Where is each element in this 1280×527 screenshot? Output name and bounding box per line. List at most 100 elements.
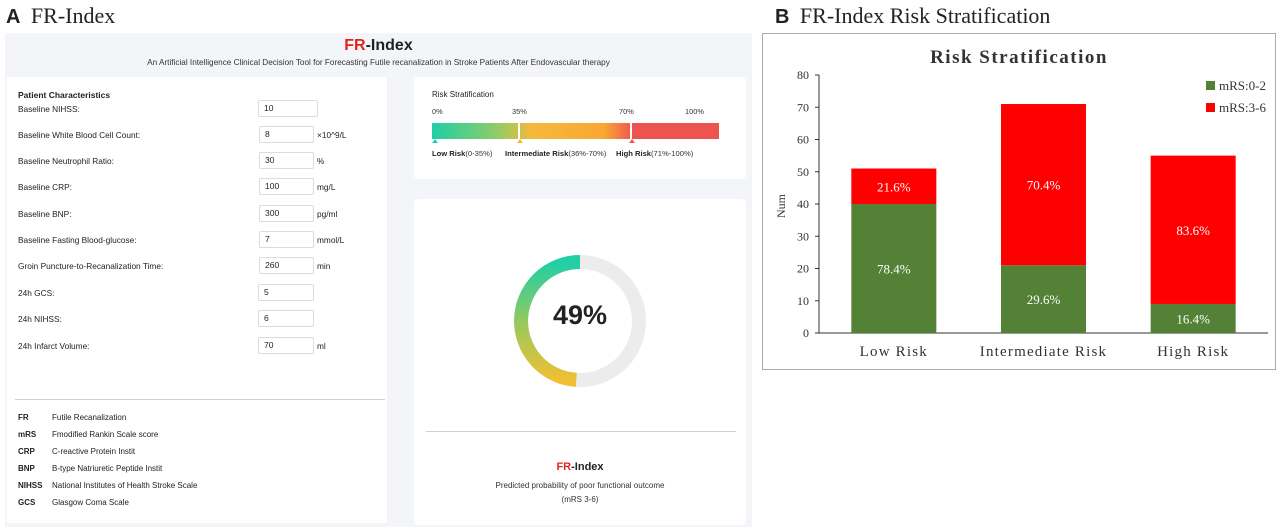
bar-data-label: 16.4% <box>1176 311 1210 326</box>
field-input[interactable]: 7 <box>259 231 314 248</box>
risk-gradient-bar <box>432 123 719 139</box>
chart-marks: 0 10 20 30 40 50 60 70 80 78.4% 21.6% Low Risk 29.6%… <box>797 68 1268 360</box>
abbreviation: FR <box>18 413 29 422</box>
field-input[interactable]: 6 <box>258 310 314 327</box>
app-logo-prefix: FR <box>344 37 366 54</box>
legend-entry: mRS:0-2 <box>1219 78 1266 93</box>
risk-divider-35 <box>518 123 520 139</box>
x-tick-label: Intermediate Risk <box>980 344 1107 360</box>
bar-data-label: 70.4% <box>1027 178 1061 193</box>
bar-segment <box>1001 104 1086 266</box>
field-label: Baseline White Blood Cell Count: <box>18 130 141 140</box>
legend-entry: mRS:3-6 <box>1219 100 1266 115</box>
risk-tick-70: 70% <box>619 107 634 116</box>
field-input[interactable]: 5 <box>258 284 314 301</box>
field-input[interactable]: 300 <box>259 205 314 222</box>
panel-a-header: A FR-Index <box>6 3 115 29</box>
app-subtitle: An Artificial Intelligence Clinical Deci… <box>147 58 610 67</box>
prediction-caption-mrs: (mRS 3-6) <box>561 495 599 504</box>
abbreviation-definition: B-type Natriuretic Peptide Instit <box>52 464 163 473</box>
low-risk-marker-icon <box>432 139 438 143</box>
field-input[interactable]: 30 <box>259 152 314 169</box>
section-divider <box>15 399 385 400</box>
field-label: Baseline Neutrophil Ratio: <box>18 156 114 166</box>
footer-logo: FR-Index <box>414 461 746 473</box>
footer-logo-suffix: -Index <box>571 461 604 473</box>
field-label: Baseline CRP: <box>18 182 72 192</box>
risk-stratification-card: Risk Stratification 0% 35% 70% 100% Low … <box>414 77 746 179</box>
y-tick-label: 0 <box>803 326 809 340</box>
bar-segment <box>1150 155 1236 304</box>
abbreviation: mRS <box>18 430 37 439</box>
app-logo-suffix: -Index <box>365 37 413 54</box>
risk-tick-100: 100% <box>685 107 704 116</box>
mid-risk-range: (36%-70%) <box>568 149 607 158</box>
abbreviation: CRP <box>18 447 35 456</box>
footer-logo-prefix: FR <box>556 461 572 473</box>
field-unit: mmol/L <box>317 235 345 245</box>
bar-segment <box>1001 265 1086 333</box>
mid-risk-marker-icon <box>517 139 523 143</box>
prediction-caption: Predicted probability of poor functional… <box>495 481 665 490</box>
patient-characteristics-card: Patient Characteristics Baseline NIHSS: 1… <box>7 77 387 523</box>
abbreviation-definition: C-reactive Protein Instit <box>52 447 136 456</box>
risk-stratification-chart: Risk Stratification Num 0 10 20 30 40 50 60 70 8… <box>774 47 1268 360</box>
field-input[interactable]: 70 <box>258 337 314 354</box>
low-risk-range: (0-35%) <box>465 149 493 158</box>
y-tick-label: 80 <box>797 68 809 82</box>
abbreviation-definition: National Institutes of Health Stroke Sca… <box>52 481 198 490</box>
mid-risk-legend: Intermediate Risk(36%-70%) <box>505 149 606 158</box>
prediction-card: 49% FR-Index Predicted probability of po… <box>414 199 746 525</box>
field-label: Baseline BNP: <box>18 209 72 219</box>
abbreviation: GCS <box>18 498 36 507</box>
field-unit: ×10^9/L <box>317 130 347 140</box>
field-input[interactable]: 10 <box>258 100 318 117</box>
y-tick-label: 60 <box>797 133 809 147</box>
panel-b-header: B FR-Index Risk Stratification <box>775 3 1050 29</box>
bar-data-label: 78.4% <box>877 262 911 277</box>
fr-index-app: FR-Index An Artificial Intelligence Clin… <box>5 33 752 527</box>
risk-divider-70 <box>630 123 632 139</box>
y-axis-label: Num <box>774 193 788 218</box>
gauge-divider <box>426 431 736 432</box>
bar-segment <box>1150 303 1236 333</box>
y-tick-label: 50 <box>797 165 809 179</box>
panel-b-letter: B <box>775 6 790 28</box>
app-logo: FR-Index <box>5 37 752 55</box>
risk-tick-0: 0% <box>432 107 443 116</box>
field-unit: mg/L <box>317 182 336 192</box>
high-risk-marker-icon <box>629 139 635 143</box>
patient-section-title: Patient Characteristics <box>18 90 111 100</box>
field-label: 24h GCS: <box>18 288 55 298</box>
risk-chart-frame: Risk Stratification Num 0 10 20 30 40 50 60 70 8… <box>762 33 1276 370</box>
field-unit: % <box>317 156 325 166</box>
y-tick-label: 10 <box>797 294 809 308</box>
field-input[interactable]: 260 <box>259 257 314 274</box>
probability-donut <box>514 255 646 387</box>
abbreviation: BNP <box>18 464 35 473</box>
field-label: 24h NIHSS: <box>18 314 62 324</box>
panel-a-letter: A <box>6 6 21 28</box>
high-risk-range: (71%-100%) <box>651 149 694 158</box>
bar-segment <box>851 168 937 204</box>
y-tick-label: 70 <box>797 100 809 114</box>
abbreviation-definition: Futile Recanalization <box>52 413 127 422</box>
abbreviation: NIHSS <box>18 481 43 490</box>
field-unit: ml <box>317 341 326 351</box>
legend-swatch <box>1206 103 1215 112</box>
risk-tick-35: 35% <box>512 107 527 116</box>
bar-data-label: 29.6% <box>1027 292 1061 307</box>
field-label: Baseline NIHSS: <box>18 104 80 114</box>
high-risk-legend: High Risk(71%-100%) <box>616 149 693 158</box>
bar-data-label: 83.6% <box>1176 223 1210 238</box>
bar-data-label: 21.6% <box>877 179 911 194</box>
field-input[interactable]: 8 <box>259 126 314 143</box>
field-label: 24h Infarct Volume: <box>18 341 90 351</box>
x-tick-label: High Risk <box>1157 344 1229 360</box>
bar-segment <box>851 204 937 333</box>
high-risk-label: High Risk <box>616 149 652 158</box>
y-tick-label: 30 <box>797 229 809 243</box>
field-input[interactable]: 100 <box>259 178 314 195</box>
low-risk-label: Low Risk <box>432 149 466 158</box>
risk-card-title: Risk Stratification <box>432 90 494 99</box>
